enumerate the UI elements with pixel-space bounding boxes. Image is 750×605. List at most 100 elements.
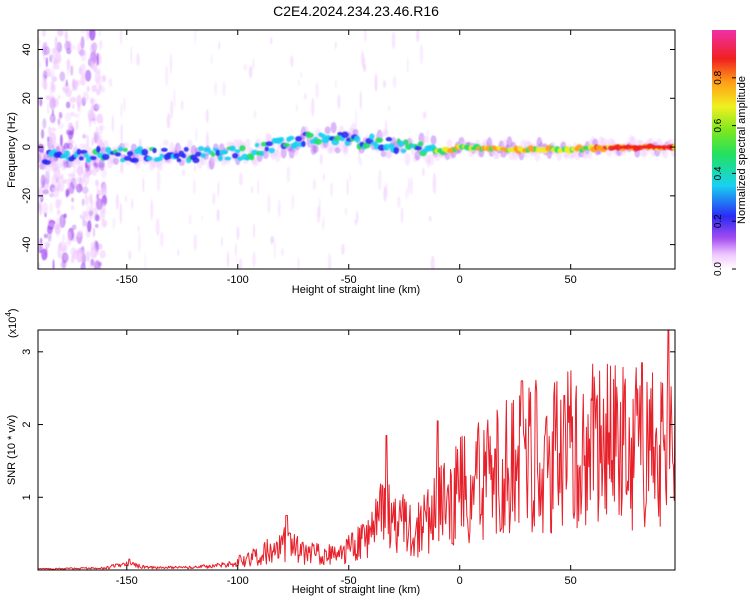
spectrogram-ridge-halo xyxy=(66,142,73,150)
spectrogram-noise-blob xyxy=(52,64,60,70)
spectrogram-noise-blob xyxy=(70,255,75,264)
spectrogram-ridge-core xyxy=(194,151,202,157)
spectrogram-noise-streak xyxy=(166,112,171,129)
snr-plot-area xyxy=(38,330,675,570)
spectrogram-ridge-halo xyxy=(162,139,169,146)
spectrogram-noise-blob xyxy=(45,95,51,101)
snr-panel: -150 -100 -50 0 50 1 2 3 Height of straight lin… xyxy=(4,308,676,596)
spectrogram-noise-streak xyxy=(360,157,362,167)
spectrogram-noise-streak xyxy=(220,236,223,248)
spectrogram-ridge-core xyxy=(397,140,405,148)
spectrogram-noise-streak xyxy=(235,256,238,265)
colorbar: 0.0 0.2 0.4 0.6 0.8 Normalized spectral ampl… xyxy=(712,30,748,276)
spectrogram-noise-streak xyxy=(169,53,173,74)
spectrogram-noise-blob xyxy=(46,225,53,234)
spectrogram-noise-blob xyxy=(82,134,87,139)
spectrogram-ridge-halo xyxy=(76,161,83,175)
spectrogram-ridge-core xyxy=(224,156,232,161)
spectrogram-noise-blob xyxy=(56,209,61,216)
spectrogram-noise-blob xyxy=(57,94,61,100)
spectrogram-noise-blob xyxy=(66,58,71,70)
spectrogram-noise-blob xyxy=(55,216,60,230)
spectrogram-noise-streak xyxy=(150,198,154,221)
spectrogram-ridge-core xyxy=(63,150,70,157)
spectrogram-noise-blob xyxy=(46,136,50,142)
spectrogram-ridge-halo xyxy=(324,126,331,135)
spectrogram-ridge-halo xyxy=(112,157,119,165)
spectrogram-noise-blob xyxy=(96,113,104,124)
spectrogram-noise-blob xyxy=(38,38,41,46)
spectrogram-noise-blob xyxy=(72,103,75,109)
spectrogram-noise-streak xyxy=(299,71,303,79)
spectrogram-noise-blob xyxy=(85,69,92,82)
spectrogram-ridge-halo xyxy=(38,152,43,164)
spectrogram-noise-blob xyxy=(38,60,41,69)
spectrogram-noise-streak xyxy=(210,54,213,65)
spectrogram-ridge-core xyxy=(282,142,290,148)
spectrogram-noise-streak xyxy=(131,197,134,209)
spectrogram-noise-streak xyxy=(226,250,230,268)
spectrogram-noise-blob xyxy=(102,75,106,83)
spectrogram-noise-streak xyxy=(419,44,424,65)
spectrogram-noise-streak xyxy=(156,170,161,192)
spectrogram-noise-blob xyxy=(68,173,75,178)
spectrogram-noise-blob xyxy=(55,198,61,209)
spectrogram-noise-blob xyxy=(49,113,56,124)
spectrogram-ridge-core xyxy=(301,140,306,148)
spectrogram-ridge-core xyxy=(122,147,128,152)
spectrogram-noise-streak xyxy=(267,194,271,214)
spectrogram-noise-streak xyxy=(130,46,133,64)
spectrogram-ridge-halo xyxy=(382,129,389,137)
spectrogram-noise-blob xyxy=(41,30,47,38)
spectrogram-noise-streak xyxy=(387,105,391,112)
snr-x-tick-label: -100 xyxy=(227,575,249,587)
spectrogram-noise-blob xyxy=(61,173,64,181)
spectrogram-noise-blob xyxy=(91,137,95,146)
spectrogram-noise-blob xyxy=(59,134,63,148)
spectrogram-noise-streak xyxy=(180,100,184,111)
spectrogram-hotspot xyxy=(641,145,648,150)
spectrogram-ridge-core xyxy=(197,146,204,152)
spectrogram-noise-streak xyxy=(280,248,285,256)
spectrogram-noise-streak xyxy=(311,97,315,117)
spectrogram-noise-blob xyxy=(96,52,99,66)
spectrogram-ridge-core xyxy=(95,145,101,153)
spectrogram-axes: -150 -100 -50 0 50 -40 -20 0 20 40 xyxy=(21,30,675,286)
snr-y-tick-label: 1 xyxy=(21,494,33,500)
spectrogram-noise-streak xyxy=(136,52,140,66)
spectrogram-noise-blob xyxy=(65,79,68,87)
snr-y-label: SNR (10 * v/v) xyxy=(6,415,18,485)
spectrogram-noise-streak xyxy=(123,97,126,112)
spectrogram-noise-blob xyxy=(56,41,63,53)
spectrogram-hotspot xyxy=(656,145,663,150)
snr-y-scale: (x104) xyxy=(4,308,19,338)
spectrogram-noise-blob xyxy=(84,220,88,228)
spectrogram-hotspot xyxy=(626,145,633,150)
spectrogram-noise-blob xyxy=(53,57,59,65)
spectrogram-noise-blob xyxy=(67,231,72,246)
spectrogram-noise-blob xyxy=(51,109,55,116)
spectrogram-noise-blob xyxy=(85,33,90,41)
spectrogram-ridge-core xyxy=(295,135,303,142)
spectrogram-ridge-core xyxy=(117,146,124,152)
spectrogram-ridge-halo xyxy=(334,147,341,154)
spectrogram-noise-streak xyxy=(428,215,432,222)
spectrogram-ridge-core xyxy=(314,138,323,145)
spectrogram-noise-blob xyxy=(96,198,103,211)
spectrogram-ridge-halo xyxy=(274,149,281,163)
spectrogram-hotspot xyxy=(636,145,643,150)
spectrogram-noise-blob xyxy=(98,84,103,91)
spectrogram-noise-streak xyxy=(356,210,359,223)
spectrogram-noise-streak xyxy=(405,187,408,200)
spectrogram-noise-blob xyxy=(99,39,103,50)
spectrogram-noise-streak xyxy=(337,94,341,109)
spectrogram-ridge-halo xyxy=(262,149,269,159)
spectrogram-noise-blob xyxy=(91,166,98,176)
spectrogram-noise-blob xyxy=(43,233,48,239)
spectrogram-noise-streak xyxy=(236,226,240,240)
spectrogram-noise-blob xyxy=(67,191,70,196)
spectrogram-noise-blob xyxy=(65,240,68,247)
spectrogram-ridge-halo xyxy=(42,152,49,161)
spectrogram-noise-streak xyxy=(120,102,123,119)
